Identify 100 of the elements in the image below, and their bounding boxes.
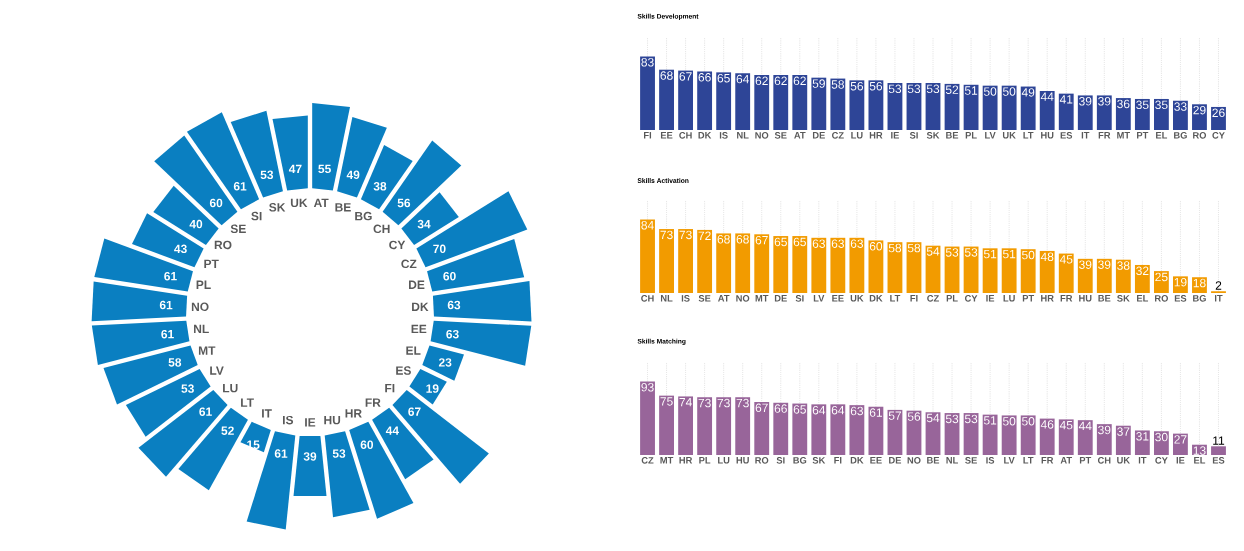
data-label: 73 — [717, 398, 730, 408]
x-tick-label: SK — [812, 457, 826, 464]
x-tick-label: DK — [698, 132, 712, 139]
bar — [1096, 95, 1112, 130]
x-tick-label: HU — [1079, 295, 1092, 302]
data-label: 54 — [926, 413, 940, 423]
bar — [716, 233, 732, 293]
x-tick-label: IS — [986, 457, 995, 464]
bar — [735, 233, 751, 293]
x-tick-label: HU — [1041, 132, 1054, 139]
x-tick-label: FI — [910, 295, 918, 302]
category-label: CH — [373, 224, 390, 234]
data-label: 61 — [164, 271, 177, 281]
data-label: 49 — [346, 170, 360, 180]
data-label: 53 — [332, 449, 346, 458]
data-label: 44 — [1040, 92, 1054, 101]
x-tick-label: CH — [1097, 457, 1111, 464]
data-label: 53 — [888, 84, 902, 94]
x-tick-label: IE — [891, 132, 899, 139]
x-tick-label: BE — [946, 132, 959, 139]
data-label: 61 — [274, 449, 288, 458]
data-label: 51 — [964, 86, 978, 95]
category-label: LU — [223, 383, 238, 393]
data-label: 48 — [1040, 252, 1054, 262]
bar — [1115, 425, 1131, 455]
category-label: FI — [385, 384, 395, 393]
x-tick-label: NL — [946, 457, 958, 464]
category-label: EE — [411, 324, 427, 334]
bar — [830, 78, 846, 130]
x-tick-label: IT — [1138, 457, 1147, 464]
data-label: 60 — [443, 271, 456, 281]
x-tick-label: CY — [1212, 132, 1225, 139]
category-label: ES — [396, 366, 411, 375]
data-label: 64 — [831, 405, 845, 415]
data-label: 53 — [945, 248, 959, 257]
x-tick-label: DK — [869, 295, 883, 302]
category-label: CZ — [401, 259, 417, 269]
data-label: 63 — [850, 239, 864, 248]
x-tick-label: IS — [681, 295, 690, 302]
bar — [811, 77, 827, 130]
data-label: 63 — [850, 406, 864, 416]
bar — [773, 402, 789, 455]
data-label: 67 — [679, 72, 692, 81]
data-label: 19 — [1174, 277, 1187, 287]
bar — [659, 229, 674, 293]
bar — [754, 401, 770, 455]
data-label: 58 — [907, 243, 921, 253]
x-tick-label: FR — [1041, 457, 1054, 464]
data-label: 50 — [983, 87, 997, 96]
category-label: IE — [305, 418, 316, 427]
bar — [830, 237, 846, 293]
x-tick-label: LT — [890, 295, 901, 302]
category-label: MT — [198, 346, 216, 355]
bar — [1077, 95, 1093, 130]
x-tick-label: SI — [795, 295, 804, 302]
category-label: PT — [204, 259, 219, 268]
x-tick-label: CH — [679, 132, 692, 139]
bar — [773, 236, 789, 293]
x-tick-label: RO — [755, 457, 769, 464]
x-tick-label: DE — [812, 132, 825, 139]
data-label: 66 — [774, 404, 787, 413]
data-label: 53 — [907, 84, 921, 94]
data-label: 53 — [945, 414, 959, 424]
data-label: 63 — [831, 239, 844, 248]
bar — [1039, 250, 1055, 293]
bar — [1058, 93, 1074, 130]
x-tick-label: HR — [1041, 295, 1054, 302]
category-label: DE — [409, 280, 425, 289]
x-tick-label: LU — [718, 457, 730, 464]
x-tick-label: BE — [927, 457, 940, 464]
data-label: 39 — [303, 452, 317, 461]
bar — [1173, 276, 1188, 293]
bar — [735, 73, 751, 130]
data-label: 29 — [1193, 105, 1206, 115]
bar — [697, 71, 713, 130]
x-tick-label: FR — [1098, 132, 1111, 139]
data-label: 61 — [233, 182, 247, 191]
bar — [640, 219, 655, 293]
bar — [1115, 98, 1131, 130]
data-label: 56 — [850, 81, 864, 91]
bar — [678, 70, 694, 130]
data-label: 39 — [1098, 425, 1111, 435]
data-label: 73 — [698, 398, 711, 408]
data-label: 73 — [736, 398, 749, 408]
bar — [640, 381, 655, 455]
x-tick-label: SI — [909, 132, 918, 139]
category-label: NL — [194, 324, 209, 334]
data-label: 61 — [161, 329, 174, 339]
data-label: 63 — [447, 300, 461, 310]
x-tick-label: PT — [1022, 295, 1035, 302]
x-tick-label: IT — [1214, 295, 1223, 302]
bar — [697, 229, 713, 293]
data-label: 62 — [755, 76, 768, 86]
x-tick-label: IE — [1176, 457, 1185, 464]
bar — [1134, 430, 1150, 455]
category-label: SK — [269, 203, 286, 212]
data-label: 33 — [1174, 102, 1187, 111]
bar — [1020, 249, 1036, 293]
bar — [1115, 259, 1131, 293]
bar — [849, 405, 865, 455]
